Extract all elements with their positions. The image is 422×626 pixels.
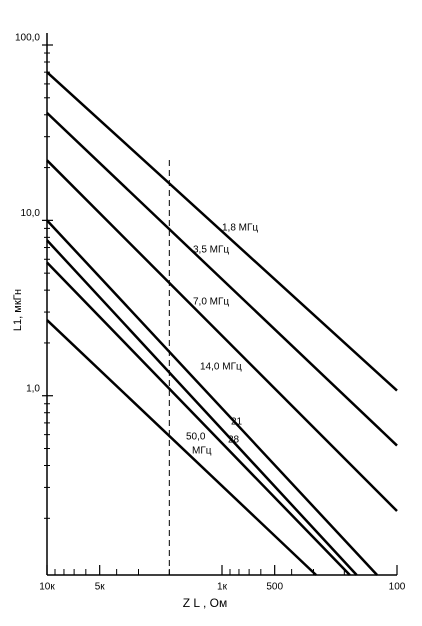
y-tick-label: 10,0	[21, 208, 41, 219]
y-axis-label: L1, мкГн	[12, 289, 24, 331]
y-tick-label: 1,0	[26, 383, 40, 394]
series-line	[46, 319, 317, 576]
series-line	[46, 219, 378, 576]
series-label: 1,8 МГц	[222, 223, 258, 234]
x-tick-label: 10к	[39, 582, 55, 593]
x-axis-label: Z L , Ом	[183, 596, 227, 610]
series-label: 14,0 МГц	[200, 362, 242, 373]
series-label: МГц	[192, 446, 212, 457]
series-label: 21	[231, 417, 243, 428]
y-tick-label: 100,0	[15, 33, 40, 44]
series-line	[46, 261, 351, 576]
x-tick-label: 500	[266, 582, 283, 593]
series-line	[46, 111, 398, 447]
series-line	[46, 159, 398, 512]
series-line	[46, 71, 398, 392]
series-line	[46, 239, 358, 576]
x-tick-label: 1к	[217, 582, 228, 593]
x-tick-label: 100	[389, 582, 406, 593]
x-tick-label: 5к	[95, 582, 106, 593]
series-label: 7,0 МГц	[193, 297, 229, 308]
series-label: 3,5 МГц	[193, 245, 229, 256]
series-label: 50,0	[186, 432, 206, 443]
series-label: 28	[228, 435, 240, 446]
